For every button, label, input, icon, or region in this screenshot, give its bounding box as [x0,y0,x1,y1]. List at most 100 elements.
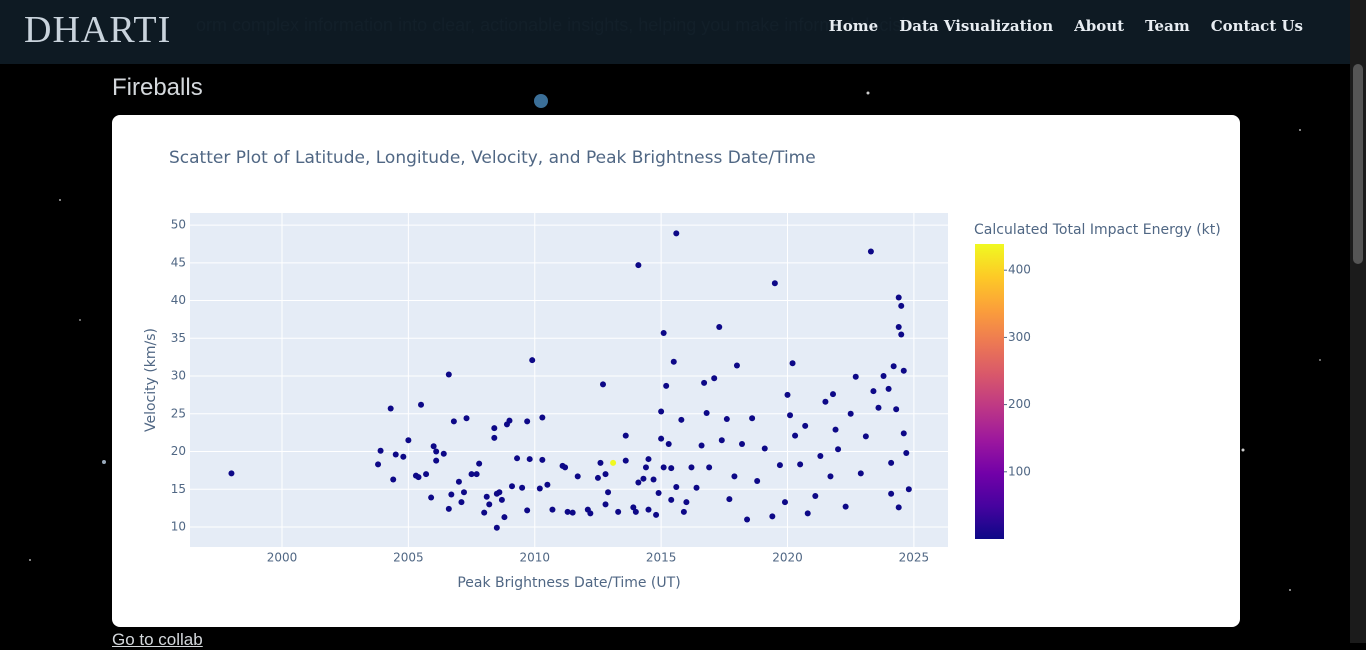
navbar: DHARTI Home Data Visualization About Tea… [0,0,1350,64]
data-point [754,477,761,484]
data-point [622,457,629,464]
star [1289,589,1291,591]
chart: Scatter Plot of Latitude, Longitude, Vel… [143,148,1221,591]
data-point [665,440,672,447]
nav-link[interactable]: Team [1145,17,1190,35]
data-point [658,435,665,442]
data-point [723,416,730,423]
data-point [493,524,500,531]
star [29,559,31,561]
data-point [468,471,475,478]
data-point [529,357,536,364]
data-point [655,490,662,497]
data-point [473,471,480,478]
star [1241,448,1245,452]
data-point [832,426,839,433]
data-point [463,415,470,422]
data-point [491,425,498,432]
collab-link[interactable]: Go to collab [112,630,203,649]
data-point [688,464,695,471]
data-point [706,464,713,471]
data-point [536,485,543,492]
data-point [870,388,877,395]
plot-area [190,213,948,547]
data-point [635,262,642,269]
y-tick-label: 50 [171,218,186,232]
nav-link[interactable]: Home [828,17,879,35]
data-point [599,381,606,388]
chart-card: Scatter Plot of Latitude, Longitude, Vel… [112,115,1240,627]
data-point [610,459,617,466]
data-point [428,494,435,501]
data-point [375,461,382,468]
data-point [812,493,819,500]
data-point [640,475,647,482]
y-tick-label: 35 [171,331,186,345]
data-point [418,401,425,408]
data-point [622,432,629,439]
data-point [744,516,751,523]
data-point [460,489,467,496]
data-point [448,491,455,498]
data-point [781,499,788,506]
data-point [483,493,490,500]
data-point [549,506,556,513]
data-point [615,508,622,515]
data-point [683,499,690,506]
star [102,460,106,464]
data-point [749,415,756,422]
data-point [827,473,834,480]
data-point [587,510,594,517]
data-point [797,461,804,468]
data-point [888,459,895,466]
colorbar [975,244,1004,539]
scrollbar-thumb[interactable] [1353,64,1363,264]
data-point [693,484,700,491]
data-point [415,474,422,481]
x-tick-label: 2010 [519,551,550,565]
data-point [711,375,718,382]
data-point [900,367,907,374]
planet [534,94,548,108]
data-point [450,418,457,425]
star [1299,129,1301,131]
y-axis-label: Velocity (km/s) [143,328,159,432]
nav-link[interactable]: Contact Us [1210,17,1303,35]
data-point [792,432,799,439]
data-point [670,358,677,365]
data-point [875,404,882,411]
data-point [605,489,612,496]
data-point [787,412,794,419]
data-point [898,302,905,309]
colorbar-title: Calculated Total Impact Energy (kt) [974,222,1221,238]
data-point [726,496,733,503]
nav-link[interactable]: Data Visualization [899,17,1054,35]
data-point [784,391,791,398]
nav-link[interactable]: About [1074,17,1125,35]
data-point [400,453,407,460]
data-point [602,501,609,508]
data-point [514,455,521,462]
data-point [716,323,723,330]
data-point [642,464,649,471]
nav-links: Home Data Visualization About Team Conta… [829,17,1303,35]
data-point [228,470,235,477]
y-tick-label: 30 [171,369,186,383]
data-point [857,470,864,477]
data-point [893,406,900,413]
data-point [645,506,652,513]
y-tick-label: 15 [171,482,186,496]
x-axis-label: Peak Brightness Date/Time (UT) [457,575,680,591]
data-point [817,453,824,460]
colorbar-tick-label: 300 [1008,330,1031,344]
star [59,199,61,201]
data-point [526,456,533,463]
x-tick-label: 2020 [772,551,803,565]
data-point [653,511,660,518]
data-point [392,451,399,458]
data-point [769,513,776,520]
data-point [544,481,551,488]
logo[interactable]: DHARTI [24,9,172,51]
